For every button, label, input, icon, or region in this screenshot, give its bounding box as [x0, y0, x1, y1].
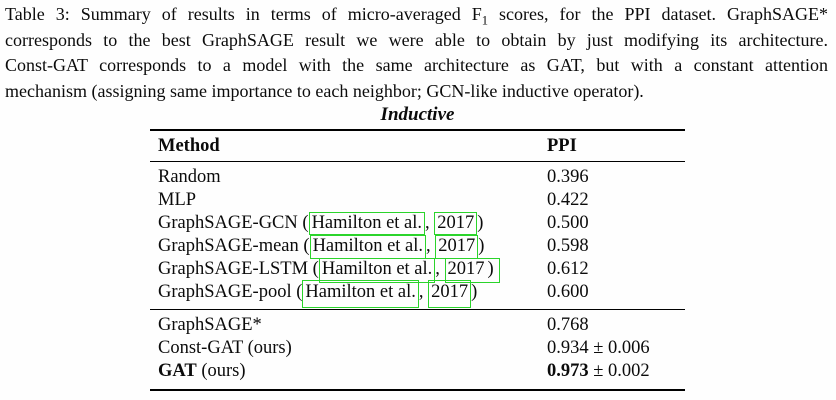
- table-group-header-inductive: Inductive: [380, 104, 455, 125]
- table-row-graphsage-star: GraphSAGE* 0.768: [150, 314, 685, 337]
- citation-link-hamilton[interactable]: Hamilton et al.: [318, 258, 436, 283]
- method-cell: GraphSAGE-pool (Hamilton et al., 2017): [150, 280, 547, 308]
- citation-link-year[interactable]: 2017: [434, 212, 478, 235]
- table-caption: Table 3: Summary of results in terms of …: [5, 2, 828, 105]
- method-cell: MLP: [158, 190, 197, 210]
- table-row-graphsage-lstm: GraphSAGE-LSTM (Hamilton et al., 2017) 0…: [150, 258, 685, 283]
- citation-link-hamilton[interactable]: Hamilton et al.: [302, 280, 419, 308]
- value-cell: 0.600: [547, 282, 589, 302]
- table-header-row: Method PPI: [150, 129, 685, 162]
- value-cell: 0.973 ± 0.002: [547, 361, 650, 381]
- value-cell: 0.598: [547, 236, 589, 256]
- citation-link-hamilton[interactable]: Hamilton et al.: [308, 212, 426, 235]
- method-cell: Const-GAT (ours): [158, 338, 292, 358]
- value-cell: 0.422: [547, 190, 589, 210]
- citation-link-hamilton[interactable]: Hamilton et al.: [309, 235, 427, 259]
- caption-line-1: Table 3: Summary of results in terms of …: [5, 4, 828, 28]
- citation-link-year[interactable]: 2017: [428, 280, 472, 308]
- citation-link-year[interactable]: 2017: [444, 258, 500, 283]
- column-header-ppi: PPI: [547, 135, 577, 156]
- value-cell: 0.500: [547, 213, 589, 233]
- table-body-baselines: Random 0.396 MLP 0.422 GraphSAGE-GCN (Ha…: [150, 162, 685, 310]
- table-row-gat: GAT (ours) 0.973 ± 0.002: [150, 360, 685, 383]
- method-cell: GraphSAGE-mean (Hamilton et al., 2017): [150, 235, 547, 259]
- value-cell: 0.612: [547, 259, 589, 279]
- column-header-method: Method: [158, 135, 220, 156]
- caption-line-2: corresponds to the best GraphSAGE result…: [5, 29, 828, 50]
- method-cell: GraphSAGE-LSTM (Hamilton et al., 2017): [150, 258, 547, 283]
- table-body-ours: GraphSAGE* 0.768 Const-GAT (ours) 0.934 …: [150, 310, 685, 391]
- table-row-const-gat: Const-GAT (ours) 0.934 ± 0.006: [150, 337, 685, 360]
- caption-line-3: Const-GAT corresponds to a model with th…: [5, 55, 828, 76]
- results-table: Inductive Method PPI Random 0.396 MLP 0.…: [150, 103, 685, 391]
- table-row-graphsage-gcn: GraphSAGE-GCN (Hamilton et al., 2017) 0.…: [150, 212, 685, 235]
- f1-subscript: 1: [481, 13, 488, 28]
- table-row-graphsage-mean: GraphSAGE-mean (Hamilton et al., 2017) 0…: [150, 235, 685, 259]
- method-cell: GAT (ours): [158, 361, 246, 381]
- caption-line-4: mechanism (assigning same importance to …: [5, 81, 644, 102]
- table-row-mlp: MLP 0.422: [150, 189, 685, 212]
- table-row-random: Random 0.396: [150, 166, 685, 189]
- method-cell: GraphSAGE*: [158, 315, 262, 335]
- table-row-graphsage-pool: GraphSAGE-pool (Hamilton et al., 2017) 0…: [150, 280, 685, 308]
- value-cell: 0.768: [547, 315, 589, 335]
- value-cell: 0.934 ± 0.006: [547, 338, 650, 358]
- value-cell: 0.396: [547, 167, 589, 187]
- method-cell: Random: [158, 167, 221, 187]
- method-cell: GraphSAGE-GCN (Hamilton et al., 2017): [158, 212, 484, 235]
- citation-link-year[interactable]: 2017: [435, 235, 479, 259]
